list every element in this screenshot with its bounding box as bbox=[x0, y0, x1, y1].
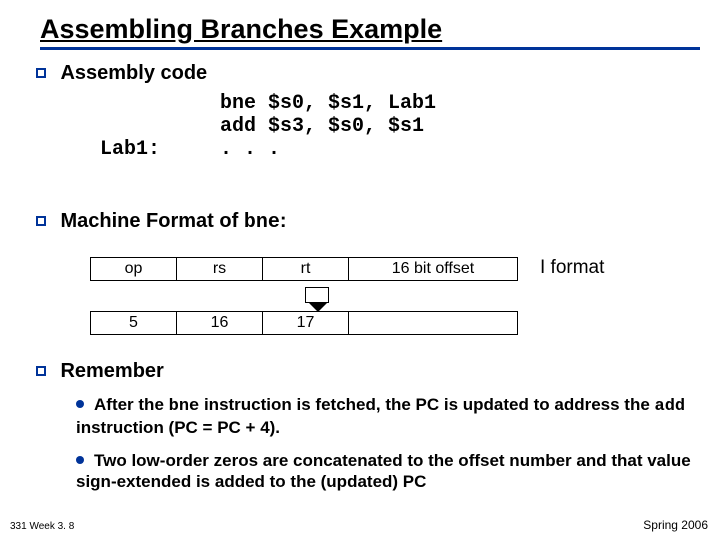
footer-right: Spring 2006 bbox=[643, 518, 708, 532]
code-line-2: add $s3, $s0, $s1 bbox=[100, 115, 436, 138]
text: instruction (PC = PC + 4). bbox=[76, 418, 280, 437]
section-remember: Remember bbox=[36, 360, 700, 383]
cell-offset-value bbox=[349, 312, 518, 335]
title-area: Assembling Branches Example bbox=[40, 14, 700, 50]
square-bullet-icon bbox=[36, 366, 46, 376]
dot-bullet-icon bbox=[76, 400, 84, 408]
section-heading: Machine Format of bne: bbox=[36, 210, 700, 234]
heading-suffix: : bbox=[280, 210, 287, 232]
square-bullet-icon bbox=[36, 68, 46, 78]
format-label: I format bbox=[540, 257, 604, 279]
section-heading-text: Assembly code bbox=[60, 62, 207, 84]
code-line-1: bne $s0, $s1, Lab1 bbox=[100, 92, 436, 115]
dot-bullet-icon bbox=[76, 456, 84, 464]
cell-offset-header: 16 bit offset bbox=[349, 258, 518, 281]
remember-point-2: Two low-order zeros are concatenated to … bbox=[76, 450, 706, 493]
section-heading-text: Machine Format of bne: bbox=[60, 210, 286, 232]
section-heading: Assembly code bbox=[36, 62, 700, 85]
code-inline-add: add bbox=[655, 397, 686, 416]
cell-op-value: 5 bbox=[91, 312, 177, 335]
code-line-3: Lab1: . . . bbox=[100, 138, 436, 161]
cell-rs-header: rs bbox=[177, 258, 263, 281]
section-assembly-code: Assembly code bbox=[36, 62, 700, 85]
text: Two low-order zeros are concatenated to … bbox=[76, 451, 691, 491]
title-rule bbox=[40, 47, 700, 50]
section-heading: Remember bbox=[36, 360, 700, 383]
format-tables: op rs rt 16 bit offset 5 16 17 bbox=[90, 257, 518, 335]
section-heading-text: Remember bbox=[60, 360, 163, 382]
slide-title: Assembling Branches Example bbox=[40, 14, 442, 44]
format-header-row: op rs rt 16 bit offset bbox=[90, 257, 518, 281]
code-block: bne $s0, $s1, Lab1 add $s3, $s0, $s1 Lab… bbox=[100, 92, 436, 161]
slide: Assembling Branches Example Assembly cod… bbox=[0, 0, 720, 540]
heading-code: bne bbox=[244, 211, 280, 234]
text: instruction is fetched, the PC is update… bbox=[199, 395, 654, 414]
cell-rs-value: 16 bbox=[177, 312, 263, 335]
heading-prefix: Machine Format of bbox=[60, 210, 243, 232]
cell-rt-value: 17 bbox=[263, 312, 349, 335]
section-machine-format: Machine Format of bne: bbox=[36, 210, 700, 234]
footer-left: 331 Week 3. 8 bbox=[10, 521, 74, 532]
down-arrow-icon bbox=[305, 287, 329, 303]
format-value-row: 5 16 17 bbox=[90, 311, 518, 335]
remember-point-1: After the bne instruction is fetched, th… bbox=[76, 394, 696, 439]
code-inline-bne: bne bbox=[169, 397, 200, 416]
text: After the bbox=[94, 395, 169, 414]
cell-rt-header: rt bbox=[263, 258, 349, 281]
cell-op-header: op bbox=[91, 258, 177, 281]
square-bullet-icon bbox=[36, 216, 46, 226]
